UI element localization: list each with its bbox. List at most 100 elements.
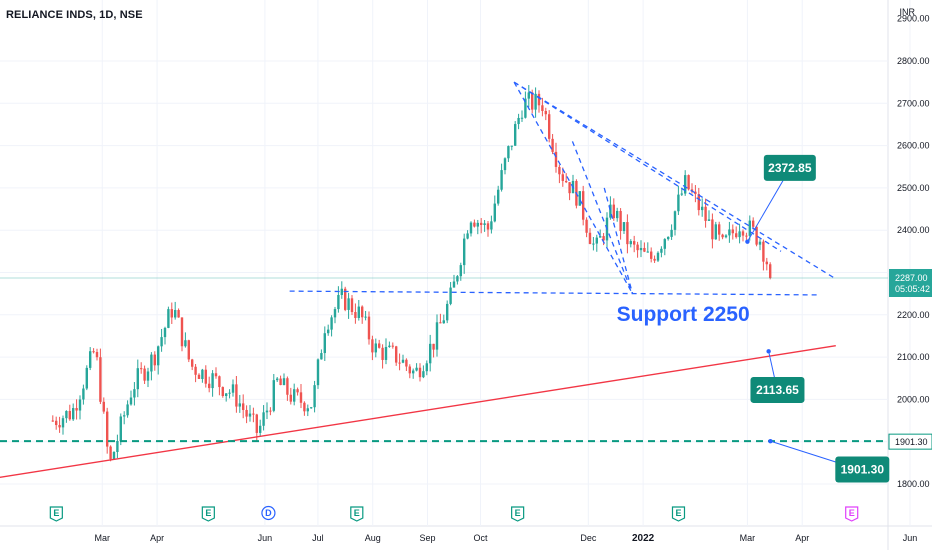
price-axis[interactable]: 1800.001900.002000.002100.002200.002300.… — [897, 14, 930, 489]
event-marker-5[interactable]: E — [671, 506, 686, 522]
time-axis[interactable]: Mar Apr Jun Jul Aug Sep Oct Dec 2022 Mar Apr Jun — [95, 533, 918, 544]
candle-body-206 — [751, 220, 755, 227]
event-marker-3[interactable]: E — [350, 506, 364, 522]
candle-body-72 — [296, 389, 299, 393]
candle-body-142 — [534, 93, 537, 110]
resistance-segment-1 — [603, 187, 634, 294]
candle-body-0 — [51, 420, 54, 422]
candle-body-209 — [762, 241, 765, 262]
candle-body-175 — [646, 251, 649, 253]
candle-body-52 — [228, 392, 231, 394]
trendline-callout[interactable]: 2113.65 — [750, 376, 805, 403]
trendline-callout-text: 2113.65 — [756, 383, 799, 397]
candle-body-5 — [68, 410, 71, 420]
candle-body-76 — [309, 407, 313, 409]
candle-body-171 — [632, 241, 636, 245]
candle-body-117 — [449, 287, 452, 304]
candle-body-97 — [381, 347, 384, 360]
x-tick-label-11: Jun — [903, 533, 918, 543]
candle-body-6 — [71, 408, 75, 420]
candle-body-125 — [476, 222, 479, 227]
candle-body-94 — [371, 339, 374, 353]
candle-body-162 — [602, 236, 605, 241]
candle-body-7 — [75, 408, 78, 411]
candle-body-123 — [469, 222, 473, 234]
candle-body-152 — [568, 182, 571, 194]
candle-body-95 — [374, 343, 377, 353]
candle-body-131 — [496, 189, 500, 204]
x-tick-label-7: Dec — [580, 533, 597, 543]
candle-body-41 — [190, 359, 194, 367]
candle-body-177 — [653, 258, 656, 261]
candle-body-112 — [432, 343, 435, 350]
chart-title: RELIANCE INDS, 1D, NSE — [6, 9, 143, 21]
candle-body-34 — [167, 309, 170, 328]
trendline-callout-box — [750, 376, 805, 403]
resistance-callout[interactable]: 2372.85 — [763, 154, 816, 181]
candle-body-191 — [700, 206, 704, 211]
resistance-segment-0 — [571, 141, 634, 294]
event-marker-0[interactable]: E — [49, 506, 63, 522]
candle-body-48 — [214, 373, 218, 377]
candle-body-133 — [503, 158, 507, 171]
candle-body-157 — [585, 219, 588, 233]
candle-body-108 — [418, 367, 422, 378]
candle-body-4 — [65, 410, 68, 419]
candle-body-106 — [411, 370, 415, 374]
candle-body-8 — [78, 399, 82, 411]
candle-body-101 — [394, 346, 398, 363]
candle-body-144 — [541, 105, 544, 111]
candle-body-149 — [558, 166, 561, 175]
candle-body-138 — [520, 117, 524, 119]
candle-body-45 — [204, 369, 207, 384]
candle-body-10 — [85, 367, 88, 389]
candle-body-129 — [490, 221, 493, 230]
candle-body-178 — [656, 252, 660, 261]
event-marker-6[interactable]: E — [845, 506, 859, 522]
candle-body-176 — [649, 251, 653, 259]
candle-body-50 — [221, 387, 224, 396]
candle-body-42 — [194, 366, 197, 375]
event-marker-4[interactable]: E — [511, 506, 525, 522]
level-axis-value: 1901.30 — [895, 437, 928, 447]
level-callout-anchor — [768, 438, 773, 444]
candle-body-113 — [435, 322, 439, 350]
candle-body-64 — [269, 410, 272, 412]
candle-body-62 — [262, 412, 265, 426]
y-tick-label-0: 1800.00 — [897, 479, 930, 489]
y-tick-label-2: 2000.00 — [897, 394, 930, 404]
event-marker-letter-4: E — [515, 508, 521, 518]
candle-body-47 — [211, 373, 214, 389]
candle-body-26 — [139, 368, 143, 370]
candle-body-35 — [170, 309, 173, 318]
candle-body-53 — [231, 384, 235, 393]
candle-body-199 — [728, 229, 731, 236]
candle-body-204 — [745, 235, 748, 237]
support-label[interactable]: Support 2250 — [617, 303, 750, 326]
candle-body-159 — [592, 243, 595, 245]
candle-body-172 — [636, 244, 639, 251]
candle-body-184 — [677, 194, 680, 212]
candle-body-167 — [619, 210, 622, 232]
candle-body-136 — [513, 124, 517, 146]
candle-body-74 — [303, 402, 306, 412]
level-callout[interactable]: 1901.30 — [835, 456, 890, 483]
candle-body-14 — [99, 357, 102, 402]
candle-body-96 — [377, 343, 381, 348]
event-marker-1[interactable]: E — [201, 506, 215, 522]
candle-body-192 — [704, 206, 707, 221]
x-tick-label-2: Jun — [258, 533, 273, 543]
x-tick-label-9: Mar — [740, 533, 756, 543]
candle-body-135 — [510, 145, 513, 147]
event-marker-2[interactable]: D — [261, 505, 276, 521]
y-tick-label-3: 2100.00 — [897, 352, 930, 362]
support-line — [289, 290, 819, 296]
candle-body-193 — [707, 219, 711, 221]
candle-body-169 — [626, 222, 629, 245]
candle-body-99 — [388, 345, 391, 347]
event-marker-shape-2 — [261, 505, 276, 521]
resistance-callout-text: 2372.85 — [768, 161, 812, 175]
